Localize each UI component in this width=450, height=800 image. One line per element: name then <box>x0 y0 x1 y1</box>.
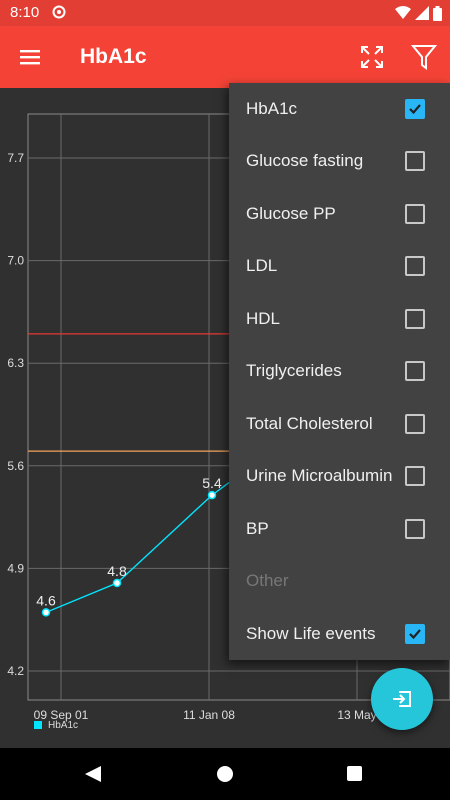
dropdown-item-glucose-pp[interactable]: Glucose PP <box>229 188 450 240</box>
dropdown-item-triglycerides[interactable]: Triglycerides <box>229 345 450 397</box>
x-tick-label: 11 Jan 08 <box>183 708 235 722</box>
data-label: 4.8 <box>107 563 127 579</box>
dropdown-item-hba1c[interactable]: HbA1c <box>229 83 450 135</box>
dropdown-item-label: HbA1c <box>246 99 298 118</box>
dropdown-item-bp[interactable]: BP <box>229 503 450 555</box>
dropdown-item-label: Other <box>246 571 289 590</box>
wifi-icon <box>395 6 411 19</box>
checkbox[interactable] <box>405 309 425 329</box>
legend-swatch <box>34 721 42 729</box>
y-tick-label: 5.6 <box>7 459 24 473</box>
page-title: HbA1c <box>80 45 147 68</box>
data-point <box>112 578 122 588</box>
dropdown-item-ldl[interactable]: LDL <box>229 240 450 292</box>
checkbox[interactable] <box>405 414 425 434</box>
dropdown-item-show-life-events[interactable]: Show Life events <box>229 608 450 660</box>
dropdown-item-label: BP <box>246 519 269 538</box>
y-tick-label: 6.3 <box>7 356 24 370</box>
export-icon <box>393 691 411 707</box>
dropdown-item-label: Urine Microalbumin <box>246 466 393 485</box>
dropdown-item-label: HDL <box>246 309 281 328</box>
series-line <box>45 472 243 614</box>
dropdown-item-label: Glucose fasting <box>246 151 364 170</box>
battery-icon <box>433 5 442 21</box>
dropdown-item-total-cholesterol[interactable]: Total Cholesterol <box>229 398 450 450</box>
back-icon[interactable] <box>84 765 102 783</box>
dropdown-item-label: Triglycerides <box>246 361 342 380</box>
checkbox[interactable] <box>405 466 425 486</box>
filter-icon[interactable] <box>410 42 438 72</box>
dropdown-item-label: Glucose PP <box>246 204 336 223</box>
y-tick-label: 7.7 <box>7 151 24 165</box>
checkbox[interactable] <box>405 256 425 276</box>
checkbox[interactable] <box>405 151 425 171</box>
check-icon <box>409 629 421 640</box>
recent-apps-icon[interactable] <box>347 766 362 781</box>
legend-label: HbA1c <box>48 720 79 731</box>
dropdown-item-label: Total Cholesterol <box>246 414 373 433</box>
nav-bar <box>0 748 450 800</box>
status-bar: 8:10 <box>0 0 450 26</box>
dropdown-item-glucose-fasting[interactable]: Glucose fasting <box>229 135 450 187</box>
checkbox[interactable] <box>405 204 425 224</box>
x-tick-label: 13 May <box>337 708 376 722</box>
y-tick-label: 4.9 <box>7 561 24 575</box>
status-time: 8:10 <box>10 4 40 21</box>
menu-icon[interactable] <box>16 43 44 71</box>
filter-dropdown-menu: HbA1c Glucose fasting Glucose PP LDL HDL Trig… <box>229 83 450 660</box>
checkbox[interactable] <box>405 361 425 381</box>
checkbox[interactable] <box>405 519 425 539</box>
app-bar: HbA1c <box>0 26 450 88</box>
dropdown-item-label: LDL <box>246 256 278 275</box>
checkbox[interactable] <box>405 624 425 644</box>
signal-icon <box>415 6 429 20</box>
x-tick-label: 09 Sep 01 <box>34 708 89 722</box>
dropdown-item-label: Show Life events <box>246 624 376 643</box>
dropdown-item-hdl[interactable]: HDL <box>229 293 450 345</box>
data-label: 5.4 <box>202 475 222 491</box>
data-point <box>41 608 51 617</box>
at-sign-icon <box>52 5 66 19</box>
home-icon[interactable] <box>217 766 233 782</box>
export-fab[interactable] <box>371 668 433 730</box>
data-point <box>207 490 217 500</box>
fullscreen-icon[interactable] <box>358 43 386 71</box>
dropdown-item-urine-microalbumin[interactable]: Urine Microalbumin <box>229 450 450 502</box>
y-tick-label: 7.0 <box>7 254 24 268</box>
checkbox[interactable] <box>405 99 425 119</box>
data-label: 4.6 <box>36 592 56 608</box>
y-tick-label: 4.2 <box>7 664 24 678</box>
check-icon <box>409 104 421 115</box>
dropdown-item-other: Other <box>229 555 450 607</box>
